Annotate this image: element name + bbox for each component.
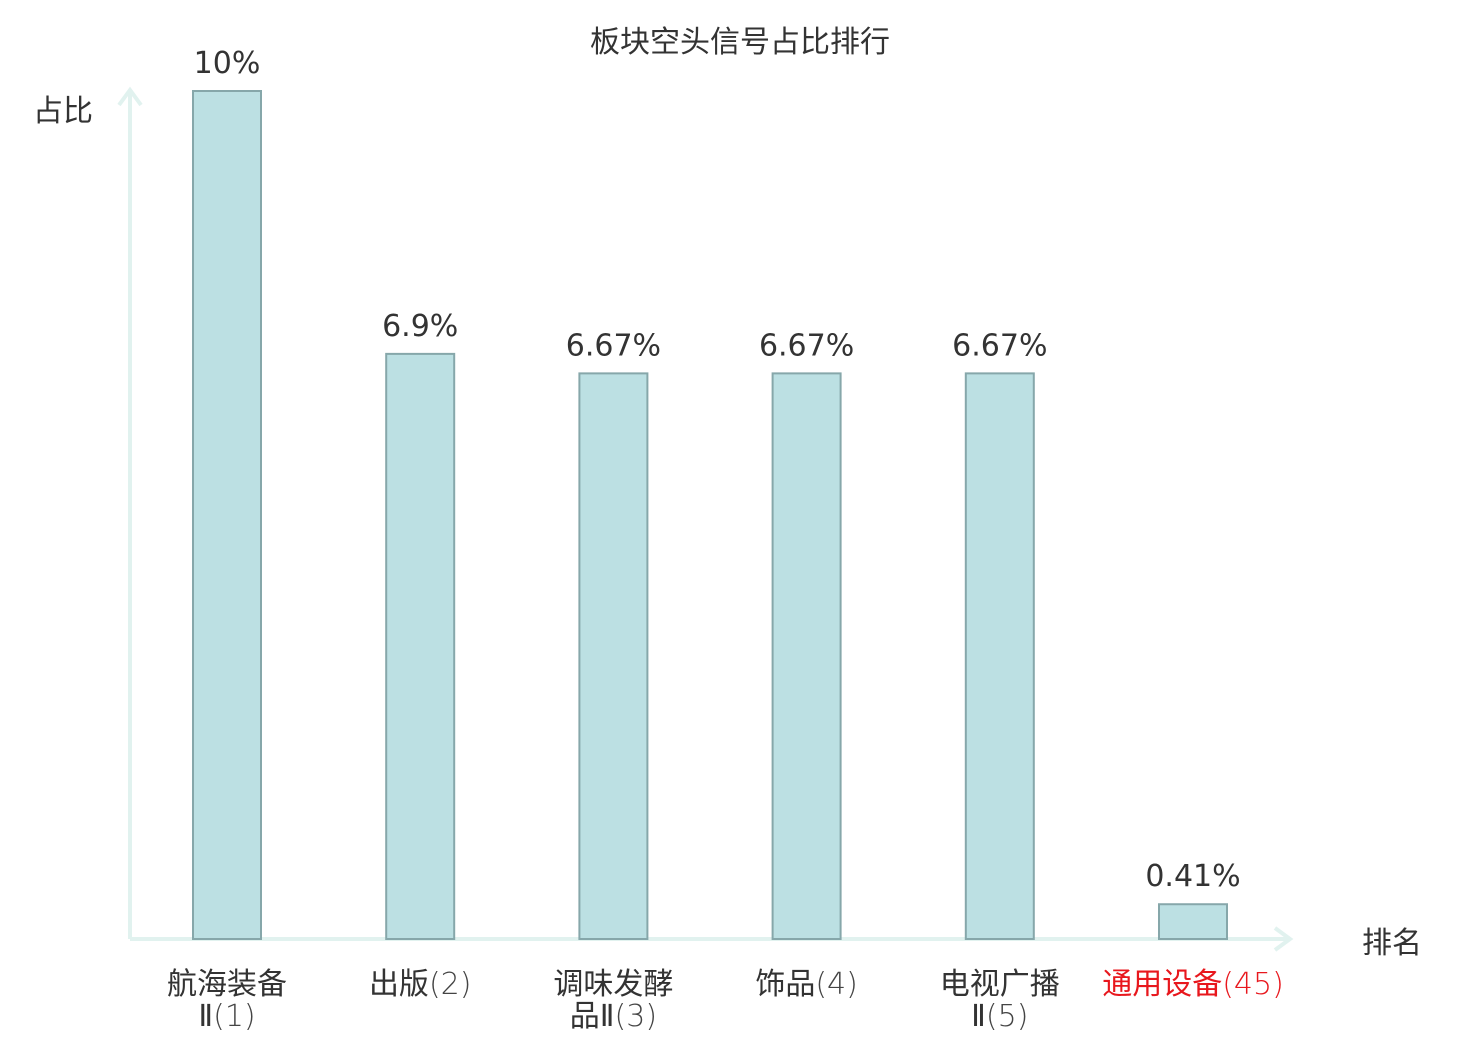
- value-label: 6.67%: [759, 328, 854, 363]
- chart-title: 板块空头信号占比排行: [590, 25, 890, 60]
- value-label: 10%: [194, 46, 261, 81]
- value-label: 6.67%: [952, 328, 1047, 363]
- category-label: 饰品(4): [755, 967, 858, 1002]
- value-label: 0.41%: [1145, 859, 1240, 894]
- bar: [771, 372, 842, 941]
- category-label: Ⅱ(5): [971, 999, 1028, 1034]
- bar: [578, 372, 649, 941]
- bar: [1158, 903, 1228, 940]
- value-label: 6.9%: [382, 309, 458, 344]
- bar: [385, 352, 456, 940]
- category-label: 通用设备(45): [1102, 967, 1284, 1002]
- category-label: 调味发酵: [553, 967, 673, 1002]
- category-label: 品Ⅱ(3): [570, 999, 657, 1034]
- y-axis-label: 占比: [33, 94, 93, 129]
- x-axis-arrow: [1273, 926, 1294, 952]
- value-label: 6.67%: [566, 328, 661, 363]
- category-label: Ⅱ(1): [198, 999, 255, 1034]
- category-label: 电视广播: [940, 967, 1060, 1002]
- category-label: 出版(2): [369, 967, 472, 1002]
- bar: [964, 372, 1035, 941]
- category-label: 航海装备: [167, 967, 287, 1002]
- x-axis-label: 排名: [1362, 926, 1422, 961]
- bar: [192, 90, 262, 940]
- y-axis-arrow: [117, 86, 143, 107]
